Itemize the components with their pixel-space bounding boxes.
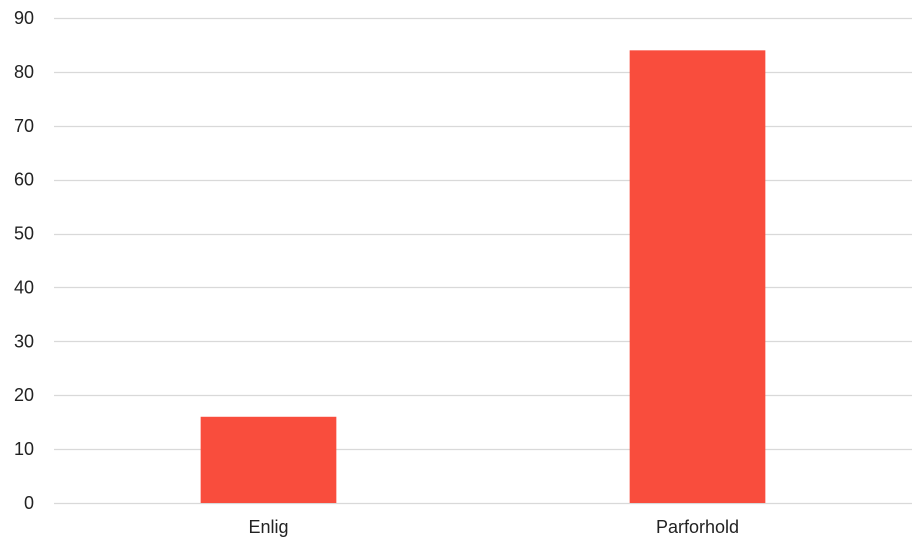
y-tick-label: 30 [14,331,34,351]
y-tick-label: 60 [14,170,34,190]
x-tick-label-parforhold: Parforhold [656,517,739,537]
y-tick-label: 70 [14,116,34,136]
y-tick-label: 0 [24,493,34,513]
y-tick-label: 50 [14,224,34,244]
x-axis-tick-labels: Enlig Parforhold [248,517,739,537]
y-tick-label: 90 [14,8,34,28]
y-tick-label: 20 [14,385,34,405]
y-tick-label: 10 [14,439,34,459]
gridlines [54,17,912,505]
bars [200,50,766,503]
y-tick-label: 80 [14,62,34,82]
bar-enlig [200,416,337,503]
y-tick-label: 40 [14,277,34,297]
y-axis-tick-labels: 0 10 20 30 40 50 60 70 80 90 [14,8,34,513]
x-tick-label-enlig: Enlig [248,517,288,537]
bar-parforhold [629,50,766,503]
